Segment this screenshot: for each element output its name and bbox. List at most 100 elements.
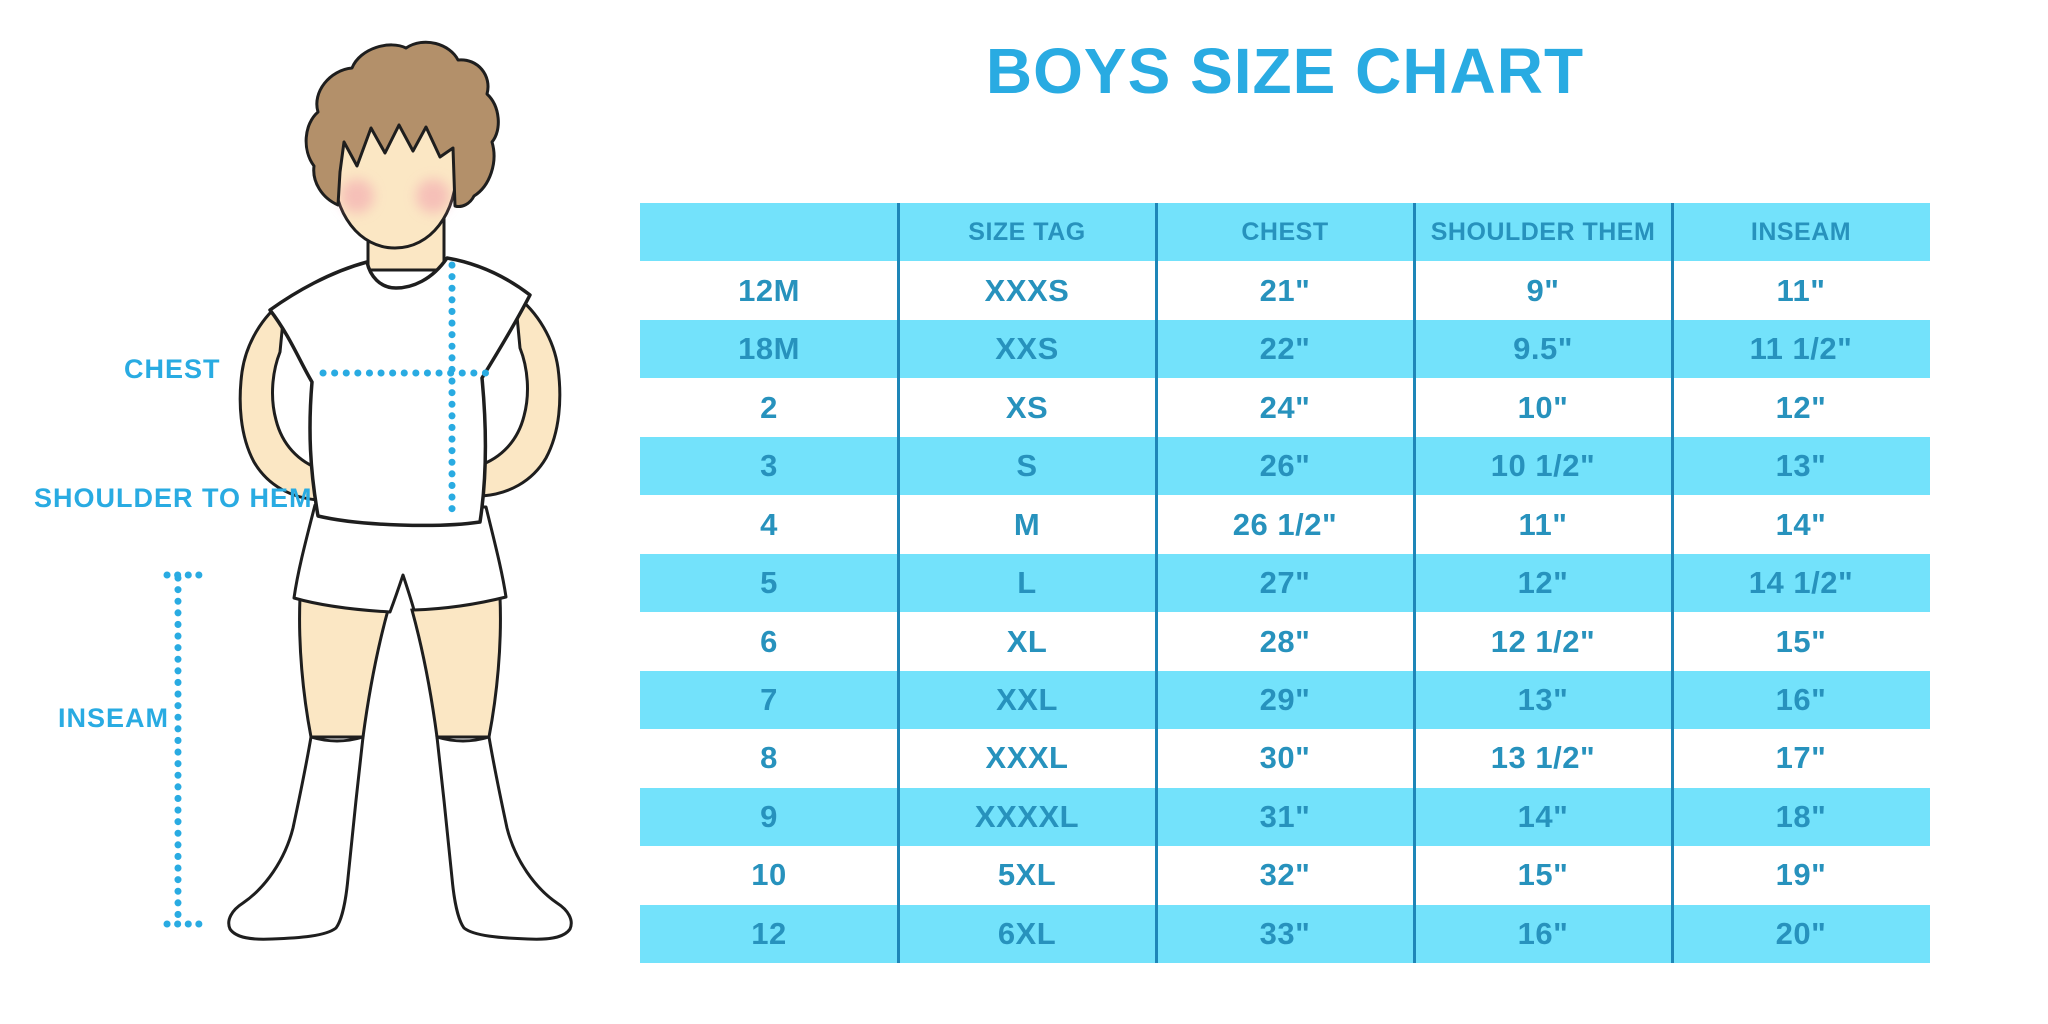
table-row: 12 6XL 33" 16" 20": [640, 904, 1930, 964]
boy-left-leg: [298, 595, 390, 739]
table-cell: 12": [1517, 565, 1569, 601]
boy-left-arm: [238, 296, 324, 502]
header-cell: CHEST: [1241, 217, 1329, 246]
table-cell: 11 1/2": [1749, 331, 1853, 367]
table-cell: 17": [1775, 740, 1827, 776]
boy-right-arm: [476, 291, 562, 498]
table-cell: 8: [760, 740, 778, 776]
boy-cheek-left: [340, 179, 374, 213]
table-cell: 12": [1775, 389, 1827, 425]
header-cell: INSEAM: [1750, 217, 1852, 246]
table-cell: 15": [1775, 623, 1827, 659]
table-cell: 14": [1775, 506, 1827, 542]
table-cell: 28": [1259, 623, 1311, 659]
table-row: 9 XXXXL 31" 14" 18": [640, 787, 1930, 847]
boy-hair: [304, 40, 500, 208]
table-cell: 15": [1517, 857, 1569, 893]
table-cell: 12 1/2": [1490, 623, 1596, 659]
table-cell: 20": [1775, 915, 1827, 951]
table-cell: 9: [760, 798, 778, 834]
boy-right-leg: [410, 595, 502, 739]
table-cell: 13": [1517, 681, 1569, 717]
table-cell: 27": [1259, 565, 1311, 601]
header-cell: SIZE TAG: [968, 217, 1086, 246]
table-cell: 6: [760, 623, 778, 659]
table-cell: 10: [751, 857, 787, 893]
table-row: 8 XXXL 30" 13 1/2" 17": [640, 729, 1930, 787]
table-cell: 16": [1775, 681, 1827, 717]
table-cell: 9": [1526, 272, 1560, 308]
table-row: 7 XXL 29" 13" 16": [640, 670, 1930, 730]
shoulder-to-hem-label: SHOULDER TO HEM: [34, 483, 313, 513]
table-cell: XXXL: [985, 740, 1069, 776]
table-row: 18M XXS 22" 9.5" 11 1/2": [640, 319, 1930, 379]
size-table: SIZE TAG CHEST SHOULDER THEM INSEAM 12M XXXS 2…: [640, 203, 1930, 964]
table-cell: 11": [1776, 272, 1826, 308]
column-divider: [1671, 203, 1674, 963]
table-cell: XXXS: [984, 272, 1070, 308]
table-cell: 2: [760, 389, 778, 425]
table-cell: 11": [1518, 506, 1568, 542]
table-cell: 12: [751, 915, 787, 951]
table-cell: 21": [1259, 272, 1311, 308]
table-cell: 19": [1775, 857, 1827, 893]
table-row: 3 S 26" 10 1/2" 13": [640, 436, 1930, 496]
table-cell: XL: [1006, 623, 1048, 659]
boy-left-sock: [227, 735, 365, 941]
boy-cheek-right: [416, 179, 450, 213]
header-cell: SHOULDER THEM: [1430, 217, 1656, 246]
table-cell: 14": [1517, 798, 1569, 834]
chest-label: CHEST: [124, 354, 221, 384]
table-cell: 29": [1259, 681, 1311, 717]
table-cell: 18": [1775, 798, 1827, 834]
table-cell: 5XL: [997, 857, 1057, 893]
boy-right-sock: [435, 735, 573, 941]
table-row: 6 XL 28" 12 1/2" 15": [640, 612, 1930, 670]
table-cell: 12M: [738, 272, 800, 308]
boy-tshirt: [268, 256, 532, 528]
table-cell: 7: [760, 681, 778, 717]
column-divider: [1413, 203, 1416, 963]
table-row: 2 XS 24" 10" 12": [640, 378, 1930, 436]
table-cell: S: [1016, 448, 1038, 484]
table-cell: 13": [1775, 448, 1827, 484]
table-cell: 31": [1259, 798, 1311, 834]
table-cell: 14 1/2": [1748, 565, 1854, 601]
table-cell: 4: [760, 506, 778, 542]
table-cell: 10 1/2": [1490, 448, 1596, 484]
table-cell: 6XL: [997, 915, 1057, 951]
table-row: 5 L 27" 12" 14 1/2": [640, 553, 1930, 613]
table-cell: XS: [1005, 389, 1049, 425]
boy-shorts: [292, 503, 508, 614]
table-cell: M: [1013, 506, 1041, 542]
column-divider: [897, 203, 900, 963]
table-cell: 16": [1517, 915, 1569, 951]
table-row: 4 M 26 1/2" 11" 14": [640, 495, 1930, 553]
boy-measurement-illustration: [163, 40, 573, 941]
table-cell: 9.5": [1513, 331, 1573, 367]
table-cell: 24": [1259, 389, 1311, 425]
table-cell: 22": [1259, 331, 1311, 367]
table-header-row: SIZE TAG CHEST SHOULDER THEM INSEAM: [640, 203, 1930, 262]
table-cell: 3: [760, 448, 778, 484]
table-cell: 18M: [738, 331, 800, 367]
inseam-label: INSEAM: [58, 703, 170, 733]
table-cell: 32": [1259, 857, 1311, 893]
table-cell: 33": [1259, 915, 1311, 951]
column-divider: [1155, 203, 1158, 963]
table-cell: L: [1017, 565, 1037, 601]
table-cell: 10": [1517, 389, 1569, 425]
table-cell: 26 1/2": [1232, 506, 1338, 542]
table-row: 12M XXXS 21" 9" 11": [640, 261, 1930, 319]
header-cell: [640, 203, 898, 261]
table-cell: 13 1/2": [1490, 740, 1596, 776]
sock-cuff-lines: [310, 735, 490, 743]
table-cell: XXXXL: [974, 798, 1080, 834]
page-title: BOYS SIZE CHART: [985, 35, 1585, 107]
table-cell: 26": [1259, 448, 1311, 484]
table-cell: XXS: [995, 331, 1059, 367]
table-cell: XXL: [996, 681, 1058, 717]
table-row: 10 5XL 32" 15" 19": [640, 846, 1930, 904]
table-cell: 5: [760, 565, 778, 601]
